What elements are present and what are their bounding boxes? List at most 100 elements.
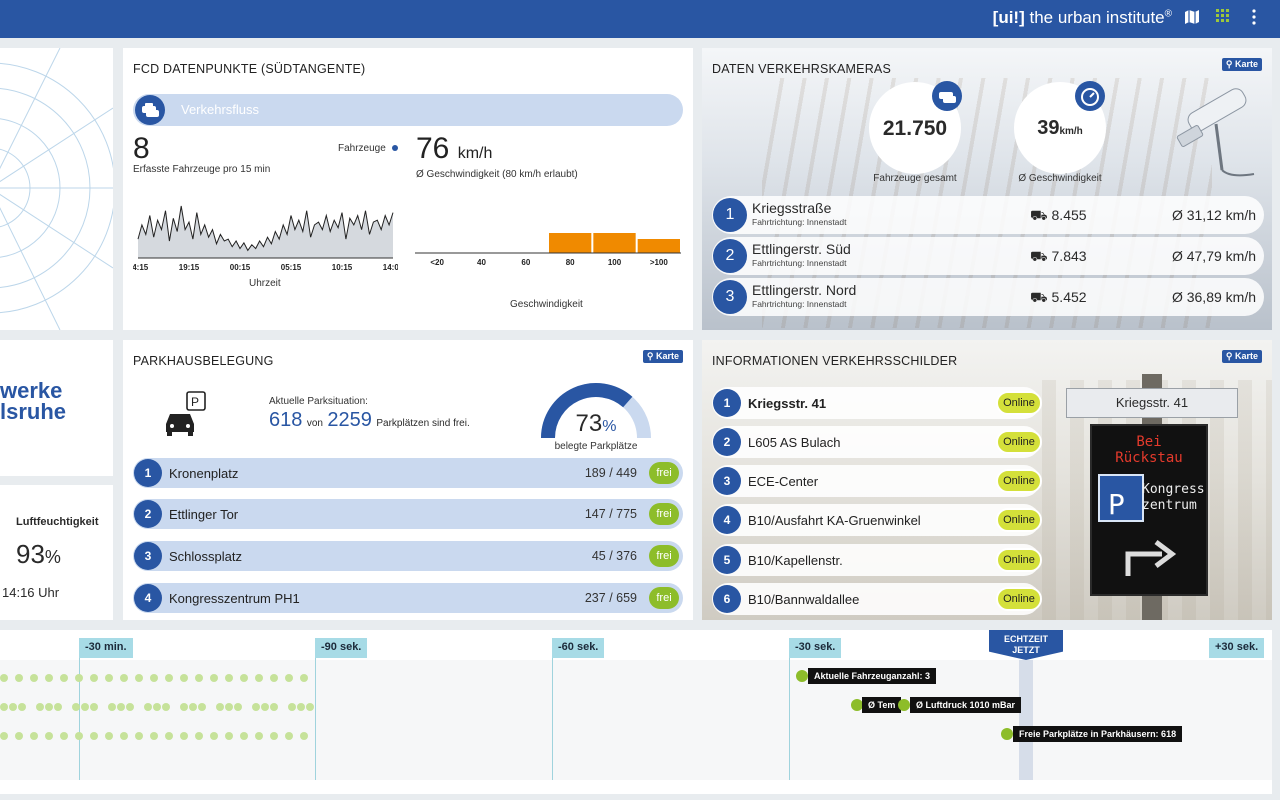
- parking-total-count: 2259: [327, 409, 372, 431]
- timeline-dot: [195, 732, 203, 740]
- parking-car-icon: P: [166, 391, 206, 436]
- stadtwerke-line1: werke: [0, 378, 63, 403]
- led-line-4: zentrum: [1142, 498, 1197, 513]
- timeline-dot: [135, 674, 143, 682]
- fcd-title: FCD DATENPUNKTE (SÜDTANGENTE): [133, 62, 366, 76]
- event-dot[interactable]: [851, 699, 863, 711]
- fcd-panel: FCD DATENPUNKTE (SÜDTANGENTE) Verkehrsfl…: [123, 48, 693, 330]
- sign-row[interactable]: 6 B10/Bannwaldallee Online: [712, 583, 1042, 615]
- camera-row-count-value: 5.452: [1051, 289, 1087, 305]
- led-parking-letter: P: [1108, 488, 1125, 521]
- camera-speed-value: 39km/h: [1014, 117, 1106, 140]
- brand-text: the urban institute: [1024, 8, 1165, 27]
- event-label[interactable]: Aktuelle Fahrzeuganzahl: 3: [808, 668, 937, 684]
- timeline-dot: [270, 703, 278, 711]
- parking-row-number: 3: [134, 542, 162, 570]
- camera-speed-number: 39: [1037, 117, 1060, 139]
- vehicles-area-line: [137, 205, 394, 252]
- turn-right-arrow-icon: [1125, 540, 1177, 576]
- led-sign-board: Bei Rückstau P Kongress zentrum: [1090, 424, 1208, 596]
- now-marker: ECHTZEIT JETZT: [989, 630, 1063, 660]
- event-label[interactable]: Ø Tem: [862, 697, 902, 713]
- sign-status-badge: Online: [996, 587, 1042, 611]
- sign-row[interactable]: 4 B10/Ausfahrt KA-Gruenwinkel Online: [712, 504, 1042, 536]
- sign-row-number: 5: [713, 546, 741, 574]
- timeline-dot: [180, 732, 188, 740]
- gauge-fill: [541, 383, 633, 439]
- top-header: [ui!] the urban institute®: [0, 0, 1280, 38]
- parking-map-link[interactable]: ⚲ Karte: [642, 350, 683, 363]
- car-icon: ⛟: [1030, 248, 1048, 264]
- humidity-unit: %: [44, 547, 61, 567]
- timeline-tag[interactable]: -30 sek.: [789, 638, 842, 658]
- more-vertical-icon[interactable]: [1244, 9, 1264, 29]
- grid-icon[interactable]: [1213, 9, 1233, 29]
- parking-row[interactable]: 4 Kongresszentrum PH1 237 / 659 frei: [133, 583, 683, 613]
- timeline-tag[interactable]: -60 sek.: [552, 638, 605, 658]
- event-dot[interactable]: [796, 670, 808, 682]
- event-label[interactable]: Freie Parkplätze in Parkhäusern: 618: [1013, 726, 1183, 742]
- car-icon: ⛟: [1030, 207, 1048, 223]
- timeline-dot: [75, 732, 83, 740]
- sign-row[interactable]: 3 ECE-Center Online: [712, 465, 1042, 497]
- timeline-dot: [75, 674, 83, 682]
- sign-row[interactable]: 1 Kriegsstr. 41 Online: [712, 387, 1042, 419]
- sign-status-badge: Online: [996, 430, 1042, 454]
- sign-row[interactable]: 2 L605 AS Bulach Online: [712, 426, 1042, 458]
- camera-row[interactable]: 2 Ettlingerstr. Süd Fahrtrichtung: Innen…: [712, 237, 1264, 275]
- timeline-marker-line: [315, 638, 316, 780]
- timeline-dot: [240, 732, 248, 740]
- parking-status-badge: frei: [649, 545, 679, 567]
- timeline-dot: [297, 703, 305, 711]
- avg-speed-value: 76: [416, 132, 450, 165]
- sign-row-number: 2: [713, 428, 741, 456]
- timeline-tag[interactable]: -90 sek.: [315, 638, 368, 658]
- sign-row-name: B10/Ausfahrt KA-Gruenwinkel: [748, 513, 921, 528]
- event-label[interactable]: Ø Luftdruck 1010 mBar: [910, 697, 1022, 713]
- timeline-dot: [216, 703, 224, 711]
- camera-row[interactable]: 1 Kriegsstraße Fahrtrichtung: Innenstadt…: [712, 196, 1264, 234]
- camera-row-name: Ettlingerstr. Nord: [752, 282, 857, 298]
- sign-row-number: 3: [713, 467, 741, 495]
- timeline-dot: [0, 732, 8, 740]
- map-icon[interactable]: [1182, 9, 1202, 29]
- timeline-dot: [210, 674, 218, 682]
- weather-panel: Luftfeuchtigkeit 93% 14:16 Uhr: [0, 485, 113, 620]
- event-dot[interactable]: [898, 699, 910, 711]
- camera-row-name: Ettlingerstr. Süd: [752, 241, 851, 257]
- timeline-tag[interactable]: +30 sek.: [1209, 638, 1265, 658]
- sign-row-number: 4: [713, 506, 741, 534]
- parking-map-link-label: Karte: [655, 351, 679, 361]
- sign-row[interactable]: 5 B10/Kapellenstr. Online: [712, 544, 1042, 576]
- cameras-map-link[interactable]: ⚲ Karte: [1221, 58, 1262, 71]
- parking-row[interactable]: 1 Kronenplatz 189 / 449 frei: [133, 458, 683, 488]
- parking-row-count: 237 / 659: [584, 591, 637, 605]
- timeline-dot: [225, 674, 233, 682]
- timeline-dot: [117, 703, 125, 711]
- timeline-dot: [60, 732, 68, 740]
- legend-dot: [391, 145, 398, 151]
- timeline-tag[interactable]: -30 min.: [79, 638, 133, 658]
- parking-row[interactable]: 3 Schlossplatz 45 / 376 frei: [133, 541, 683, 571]
- sign-row-name: L605 AS Bulach: [748, 435, 841, 450]
- camera-speed-unit: km/h: [1059, 126, 1083, 137]
- occupancy-number: 73: [575, 410, 603, 437]
- parking-panel: PARKHAUSBELEGUNG ⚲ Karte P Aktuelle Park…: [123, 340, 693, 620]
- occupancy-value: 73%: [536, 410, 656, 438]
- wind-rose-panel: [0, 48, 113, 330]
- parking-summary: 618 von 2259 Parkplätzen sind frei.: [269, 409, 470, 432]
- timeline-dot: [300, 732, 308, 740]
- cameras-map-link-label: Karte: [1234, 59, 1258, 69]
- camera-row[interactable]: 3 Ettlingerstr. Nord Fahrtrichtung: Inne…: [712, 278, 1264, 316]
- signs-map-link[interactable]: ⚲ Karte: [1221, 350, 1262, 363]
- wind-rose-chart: [0, 48, 113, 330]
- parking-row[interactable]: 2 Ettlinger Tor 147 / 775 frei: [133, 499, 683, 529]
- camera-row-count: ⛟ 5.452: [1030, 289, 1087, 308]
- traffic-camera-image: [1176, 88, 1255, 177]
- timeline-dot: [210, 732, 218, 740]
- x-tick-label: 00:15: [230, 263, 251, 272]
- timeline-dot: [288, 703, 296, 711]
- parking-status-badge: frei: [649, 462, 679, 484]
- timeline-band: [0, 660, 1272, 780]
- event-dot[interactable]: [1001, 728, 1013, 740]
